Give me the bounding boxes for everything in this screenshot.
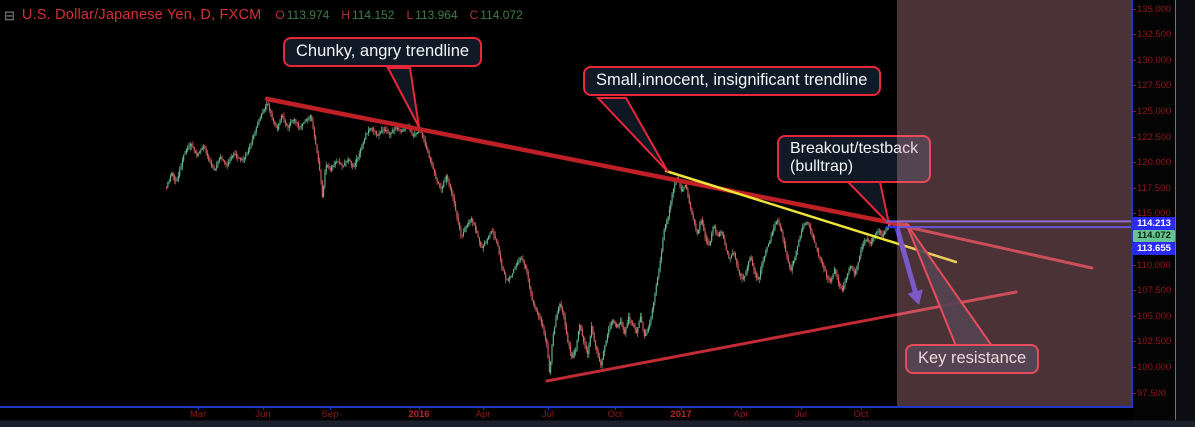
close-value: 114.072 bbox=[480, 8, 523, 22]
x-axis-tick-jun: Jun bbox=[255, 409, 271, 420]
symbol-title[interactable]: U.S. Dollar/Japanese Yen, D, FXCM bbox=[21, 7, 262, 23]
small-pointer bbox=[595, 97, 669, 173]
y-axis-tick: 125.000 bbox=[1133, 106, 1171, 117]
y-axis-tick: 135.000 bbox=[1133, 4, 1171, 15]
x-axis-notch bbox=[741, 406, 742, 410]
x-axis-tick-oct: Oct bbox=[607, 409, 623, 420]
y-axis-tick: 132.500 bbox=[1133, 29, 1171, 40]
x-axis-tick-apr: Apr bbox=[733, 409, 749, 420]
low-key: L bbox=[406, 8, 414, 22]
down-arrow-head bbox=[907, 289, 923, 305]
x-axis-notch bbox=[801, 406, 802, 410]
open-key: O bbox=[275, 8, 285, 22]
annotation-key-resistance[interactable]: Key resistance bbox=[905, 344, 1040, 374]
x-axis-notch bbox=[548, 406, 549, 410]
x-axis-tick-apr: Apr bbox=[475, 409, 491, 420]
x-axis-tick-jul: Jul bbox=[794, 409, 808, 420]
high-key: H bbox=[341, 8, 350, 22]
right-scrollbar-strip[interactable] bbox=[1175, 0, 1195, 427]
annotation-text: Key resistance bbox=[918, 349, 1027, 367]
candlestick-chart[interactable] bbox=[0, 0, 1131, 408]
price-label-alert-low[interactable]: 113.655 bbox=[1133, 242, 1175, 255]
annotation-text: Small,innocent, insignificant trendline bbox=[596, 71, 868, 89]
price-label-alert-high[interactable]: 114.213 bbox=[1133, 217, 1175, 230]
high-value: 114.152 bbox=[351, 8, 395, 22]
y-axis-tick: 120.000 bbox=[1133, 157, 1171, 168]
open-value: 113.974 bbox=[286, 8, 330, 22]
x-axis-notch bbox=[330, 406, 331, 410]
x-axis-notch bbox=[861, 406, 862, 410]
y-axis-tick: 102.500 bbox=[1133, 336, 1171, 347]
annotation-text: Breakout/testback bbox=[790, 140, 919, 157]
x-axis-notch bbox=[681, 406, 682, 410]
y-axis-tick: 100.000 bbox=[1133, 362, 1171, 373]
annotation-text: Chunky, angry trendline bbox=[296, 42, 470, 60]
y-axis-tick: 117.500 bbox=[1133, 183, 1171, 194]
price-axis[interactable]: 114.213 114.072 113.655 135.000 132.500 13… bbox=[1133, 0, 1175, 420]
x-axis-notch bbox=[615, 406, 616, 410]
price-label-text: 114.213 bbox=[1137, 217, 1171, 229]
low-value: 113.964 bbox=[415, 8, 458, 22]
x-axis-tick-oct: Oct bbox=[853, 409, 869, 420]
y-axis-tick: 97.500 bbox=[1133, 388, 1166, 399]
x-axis-notch bbox=[198, 406, 199, 410]
x-axis-tick-jul: Jul bbox=[541, 409, 555, 420]
annotation-chunky-trendline[interactable]: Chunky, angry trendline bbox=[283, 37, 483, 67]
price-label-text: 113.655 bbox=[1137, 242, 1171, 254]
price-label-text: 114.072 bbox=[1137, 230, 1171, 242]
y-axis-tick: 122.500 bbox=[1133, 132, 1171, 143]
x-axis-notch bbox=[419, 406, 420, 410]
x-axis-tick-2016: 2016 bbox=[408, 409, 430, 420]
down-arrow[interactable] bbox=[894, 227, 920, 300]
ohlc-values: O 113.974 H 114.152 L 113.964 C 114.072 bbox=[275, 8, 522, 22]
chunky-pointer bbox=[386, 67, 420, 128]
chart-bottom-border bbox=[0, 406, 1133, 408]
small-innocent-trendline[interactable] bbox=[664, 169, 958, 264]
y-axis-tick: 110.000 bbox=[1133, 260, 1171, 271]
y-axis-tick: 105.000 bbox=[1133, 311, 1171, 322]
x-axis-notch bbox=[263, 406, 264, 410]
breakout-extension-line[interactable] bbox=[887, 221, 1094, 270]
chart-right-border bbox=[1131, 0, 1133, 408]
x-axis-notch bbox=[483, 406, 484, 410]
collapse-icon[interactable]: ⊟ bbox=[4, 7, 15, 23]
y-axis-tick: 127.500 bbox=[1133, 80, 1171, 91]
bottom-toolbar-strip bbox=[0, 420, 1195, 427]
annotation-small-trendline[interactable]: Small,innocent, insignificant trendline bbox=[583, 66, 881, 96]
candlestick-series bbox=[166, 100, 899, 376]
close-key: C bbox=[469, 8, 479, 22]
y-axis-tick: 107.500 bbox=[1133, 285, 1171, 296]
annotation-text: (bulltrap) bbox=[790, 158, 854, 176]
y-axis-tick: 115.000 bbox=[1133, 208, 1171, 219]
x-axis-tick-2017: 2017 bbox=[670, 409, 692, 420]
price-label-current: 114.072 bbox=[1133, 229, 1175, 242]
x-axis-tick-sep: Sep bbox=[321, 409, 339, 420]
x-axis-tick-mar: Mar bbox=[189, 409, 207, 420]
time-axis[interactable]: Mar Jun Sep 2016 Apr Jul Oct 2017 Apr Jul Oct bbox=[0, 406, 1133, 421]
lower-ascending-trendline[interactable] bbox=[545, 290, 1018, 383]
y-axis-tick: 130.000 bbox=[1133, 55, 1171, 66]
annotation-breakout-bulltrap[interactable]: Breakout/testback (bulltrap) bbox=[777, 135, 932, 183]
chart-legend: ⊟ U.S. Dollar/Japanese Yen, D, FXCM O 113… bbox=[4, 5, 523, 25]
chunky-angry-trendline[interactable] bbox=[264, 96, 911, 229]
